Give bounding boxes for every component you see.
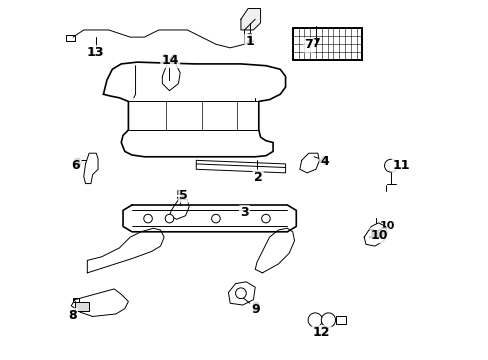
Text: 8: 8 <box>68 309 77 321</box>
Polygon shape <box>83 153 98 184</box>
Circle shape <box>307 313 322 327</box>
Polygon shape <box>299 153 319 173</box>
Bar <box>73 298 80 302</box>
Polygon shape <box>71 289 128 316</box>
Polygon shape <box>103 62 285 157</box>
Bar <box>75 302 89 311</box>
Text: 10: 10 <box>379 221 394 231</box>
Text: 1: 1 <box>245 35 254 48</box>
Text: 4: 4 <box>318 155 327 168</box>
Bar <box>292 28 362 60</box>
Polygon shape <box>162 62 180 91</box>
Text: 3: 3 <box>240 206 248 219</box>
Text: 9: 9 <box>251 303 260 316</box>
Text: 9: 9 <box>250 301 259 314</box>
Text: 10: 10 <box>370 229 387 242</box>
Circle shape <box>211 214 220 223</box>
Text: 12: 12 <box>312 327 330 339</box>
Polygon shape <box>87 228 164 273</box>
Text: 14: 14 <box>161 54 178 67</box>
Polygon shape <box>123 205 296 232</box>
Circle shape <box>321 313 335 327</box>
Polygon shape <box>169 200 189 219</box>
Text: 8: 8 <box>68 309 77 322</box>
Polygon shape <box>255 228 294 273</box>
Circle shape <box>235 288 246 298</box>
Text: 14: 14 <box>161 54 179 67</box>
Text: 13: 13 <box>87 46 105 59</box>
Text: 1: 1 <box>245 32 254 45</box>
Bar <box>66 35 75 41</box>
Circle shape <box>261 214 270 223</box>
Text: 5: 5 <box>179 189 188 202</box>
Bar <box>335 316 346 324</box>
Text: 7: 7 <box>304 39 312 51</box>
Circle shape <box>143 214 152 223</box>
Text: 6: 6 <box>71 159 80 172</box>
Text: 2: 2 <box>254 170 263 183</box>
Text: 11: 11 <box>391 159 409 172</box>
Text: 2: 2 <box>253 171 262 184</box>
Text: 4: 4 <box>320 154 328 167</box>
Text: 3: 3 <box>240 206 248 219</box>
Polygon shape <box>241 9 260 30</box>
Polygon shape <box>364 223 386 246</box>
Circle shape <box>165 214 173 223</box>
Text: 5: 5 <box>176 189 184 202</box>
Circle shape <box>384 159 397 172</box>
Text: 7: 7 <box>311 37 320 50</box>
Bar <box>292 28 362 60</box>
Text: 11: 11 <box>392 159 409 172</box>
Text: 10: 10 <box>366 228 384 241</box>
Text: 12: 12 <box>312 325 330 338</box>
Polygon shape <box>228 282 255 305</box>
Text: 13: 13 <box>86 46 103 59</box>
Polygon shape <box>196 160 285 173</box>
Text: 6: 6 <box>72 157 81 170</box>
